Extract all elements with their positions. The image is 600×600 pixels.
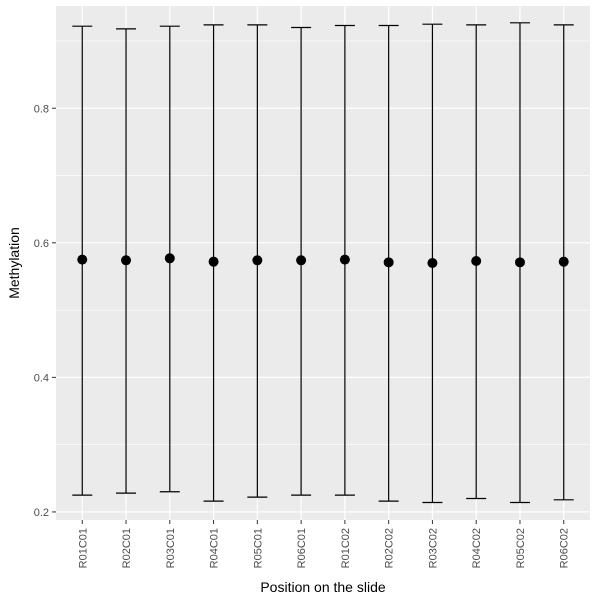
data-point (514, 257, 525, 268)
data-point (296, 255, 307, 266)
x-tick-label: R06C01 (296, 528, 308, 568)
data-point (77, 254, 88, 265)
data-point (383, 257, 394, 268)
y-axis-ticks: 0.2 0.4 0.6 0.8 (34, 103, 56, 519)
x-tick-label: R05C01 (252, 528, 264, 568)
x-tick-label: R01C01 (77, 528, 89, 568)
x-tick-label: R01C02 (340, 528, 352, 568)
x-axis-ticks: R01C01 R02C01 R03C01 R04C01 R05C01 R06C01 R01C… (77, 520, 571, 568)
x-tick-label: R03C01 (165, 528, 177, 568)
data-point (427, 258, 438, 268)
x-axis-title: Position on the slide (260, 579, 386, 595)
y-tick-label: 0.4 (34, 372, 49, 384)
data-point (471, 255, 482, 266)
x-tick-label: R06C02 (559, 528, 571, 568)
x-tick-label: R04C02 (471, 528, 483, 568)
y-axis-title: Methylation (6, 227, 22, 299)
data-point (339, 254, 350, 265)
y-tick-label: 0.6 (34, 238, 49, 250)
data-point (121, 255, 132, 266)
data-point (558, 256, 569, 267)
data-points (77, 253, 569, 268)
y-tick-label: 0.2 (34, 507, 49, 519)
x-tick-label: R04C01 (209, 528, 221, 568)
x-tick-label: R03C02 (427, 528, 439, 568)
plot-panel (56, 6, 590, 520)
data-point (208, 256, 219, 267)
x-tick-label: R02C02 (384, 528, 396, 568)
data-point (164, 253, 175, 264)
minor-gridlines (56, 40, 590, 445)
y-tick-label: 0.8 (34, 103, 49, 115)
x-tick-label: R05C02 (515, 528, 527, 568)
x-tick-label: R02C01 (121, 528, 133, 568)
data-point (252, 255, 263, 266)
